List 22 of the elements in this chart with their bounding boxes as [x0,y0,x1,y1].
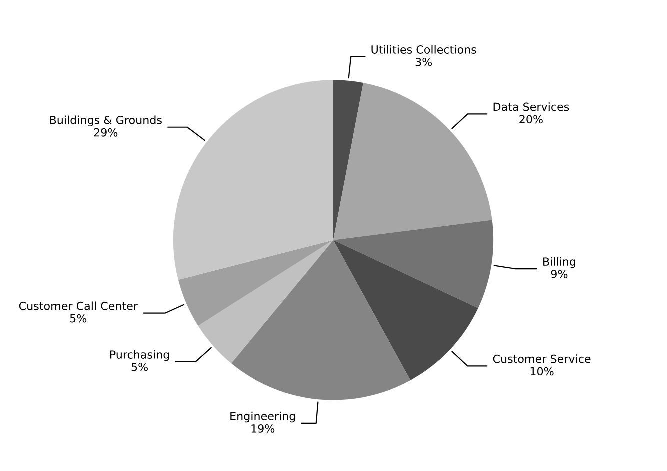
data-label: 9% [551,270,568,278]
data-label: 10% [530,367,554,376]
pie-slice [231,240,411,400]
slice-label: Billing [544,257,576,268]
slice-label: Customer Call Center [19,302,138,310]
pie-slice [334,240,478,380]
pie-slice [334,82,492,240]
slice-label: Purchasing [110,350,170,362]
data-label: 20% [520,115,543,124]
slice-label: Engineering [230,412,296,423]
data-label: 19% [252,424,275,433]
slice-label: Buildings & Grounds [50,116,162,127]
pie-slice [178,240,334,326]
pie-slice [334,80,364,240]
slice-label: Data Services [494,102,570,112]
data-label: 3% [416,58,432,66]
data-label: 5% [70,314,87,323]
slice-label: Customer Service [493,354,591,364]
pie-slice [334,220,494,308]
data-label: 29% [94,128,118,137]
slice-label: Utilities Collections [372,45,476,54]
data-label: 5% [132,362,148,372]
